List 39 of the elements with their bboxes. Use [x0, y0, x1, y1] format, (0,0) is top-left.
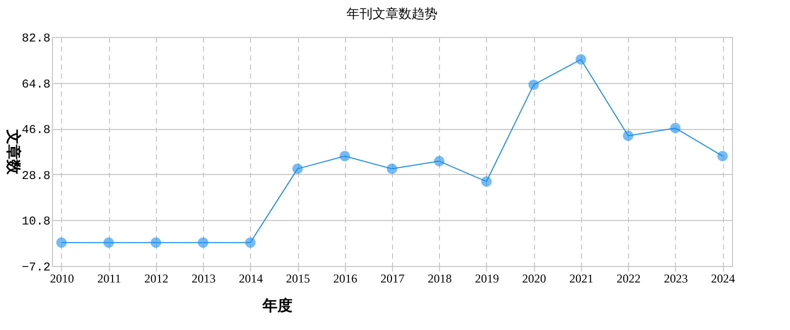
- x-tick-label: 2015: [286, 272, 310, 286]
- point: [670, 122, 681, 134]
- x-tick-label: 2016: [333, 272, 358, 286]
- y-tick-label: 82.8: [22, 32, 50, 46]
- x-tick-label: 2011: [97, 272, 121, 286]
- x-tick-label: 2024: [711, 272, 736, 286]
- point: [622, 130, 634, 141]
- point: [103, 237, 114, 248]
- point: [528, 80, 539, 90]
- x-tick-label: 2019: [474, 272, 499, 286]
- point: [717, 150, 728, 162]
- y-tick-label: 28.8: [22, 168, 50, 183]
- y-tick-label: 46.8: [22, 123, 50, 138]
- x-tick-label: 2018: [428, 272, 452, 286]
- y-tick-label: 10.8: [22, 214, 50, 229]
- x-tick-label: 2020: [522, 272, 546, 286]
- point: [198, 237, 208, 248]
- point: [386, 164, 398, 174]
- point: [340, 150, 350, 162]
- x-tick-label: 2014: [238, 272, 263, 286]
- x-axis-title: 年度: [262, 296, 292, 314]
- point: [576, 54, 586, 65]
- y-tick-label: −7.2: [22, 260, 50, 274]
- point: [150, 237, 162, 248]
- x-tick-label: 2022: [616, 272, 641, 286]
- x-tick-label: 2017: [380, 272, 404, 286]
- x-tick-label: 2012: [144, 272, 168, 286]
- point: [481, 176, 492, 187]
- point: [245, 237, 256, 248]
- y-axis-title: 文章数: [4, 128, 23, 176]
- x-tick-label: 2013: [192, 272, 216, 286]
- x-tick-label: 2023: [664, 272, 688, 286]
- point: [292, 164, 303, 174]
- chart-title: 年刊文章数趋势: [346, 6, 438, 21]
- x-tick-label: 2021: [569, 272, 594, 286]
- x-tick-label: 2010: [50, 272, 74, 286]
- y-tick-label: 64.8: [22, 77, 50, 92]
- point: [434, 156, 444, 166]
- point: [56, 237, 67, 248]
